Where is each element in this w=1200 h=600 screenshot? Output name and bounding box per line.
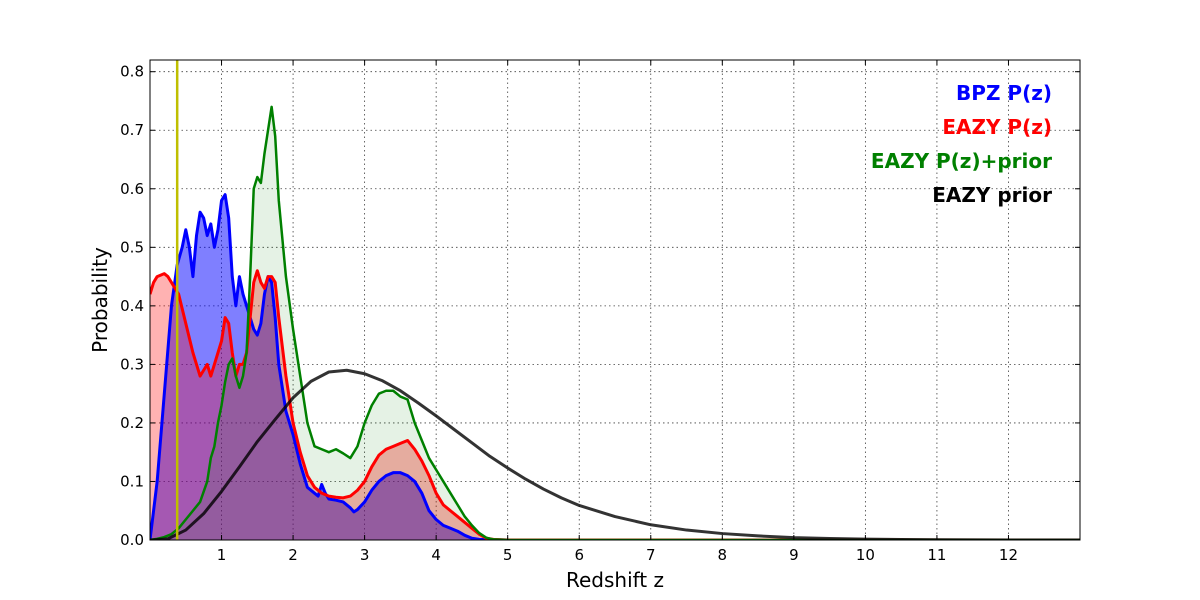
x-tick-label: 9 — [789, 546, 799, 564]
legend-entry: BPZ P(z) — [956, 81, 1052, 105]
series-line-bpz-p-z — [150, 193, 1080, 540]
series-line-eazy-prior — [150, 368, 1080, 540]
legend: BPZ P(z) EAZY P(z) EAZY P(z)+prior EAZY pri… — [871, 81, 1052, 207]
series-line-eazy-p-z — [150, 269, 1080, 540]
y-tick-label: 0.1 — [120, 472, 144, 490]
series-line-eazy-p-z-prior — [150, 105, 1080, 540]
legend-entry: EAZY P(z)+prior — [871, 149, 1052, 173]
x-tick-label: 5 — [503, 546, 513, 564]
series-lines — [150, 105, 1080, 540]
x-tick-label: 3 — [360, 546, 370, 564]
y-tick-label: 0.5 — [120, 238, 144, 256]
x-tick-label: 10 — [856, 546, 875, 564]
x-tick-label: 8 — [718, 546, 728, 564]
plot-frame — [149, 59, 1081, 541]
x-tick-label: 4 — [431, 546, 441, 564]
y-tick-label: 0.7 — [120, 121, 144, 139]
y-tick-label: 0.8 — [120, 63, 144, 81]
y-axis-title: Probability — [88, 247, 112, 353]
y-tick-label: 0.6 — [120, 180, 144, 198]
legend-entry: EAZY P(z) — [942, 115, 1052, 139]
y-tick-label: 0.4 — [120, 297, 144, 315]
series-fills — [150, 106, 1080, 540]
x-tick-label: 12 — [999, 546, 1018, 564]
x-tick-label: 1 — [217, 546, 227, 564]
series-fill-eazy-p-z-prior — [150, 106, 1080, 540]
axis-ticks: 1 2 3 4 5 6 7 8 9 10 11 120.00.10.20.30.40.50.60.70… — [120, 60, 1080, 564]
x-axis-title: Redshift z — [566, 568, 664, 592]
x-tick-label: 6 — [574, 546, 584, 564]
y-tick-label: 0.3 — [120, 355, 144, 373]
series-fill-bpz-p-z — [150, 194, 1080, 540]
legend-entry: EAZY prior — [932, 183, 1052, 207]
x-tick-label: 11 — [927, 546, 946, 564]
x-tick-label: 7 — [646, 546, 656, 564]
y-tick-label: 0.0 — [120, 531, 144, 549]
y-tick-label: 0.2 — [120, 414, 144, 432]
x-tick-label: 2 — [288, 546, 298, 564]
series-fill-eazy-p-z — [150, 270, 1080, 540]
